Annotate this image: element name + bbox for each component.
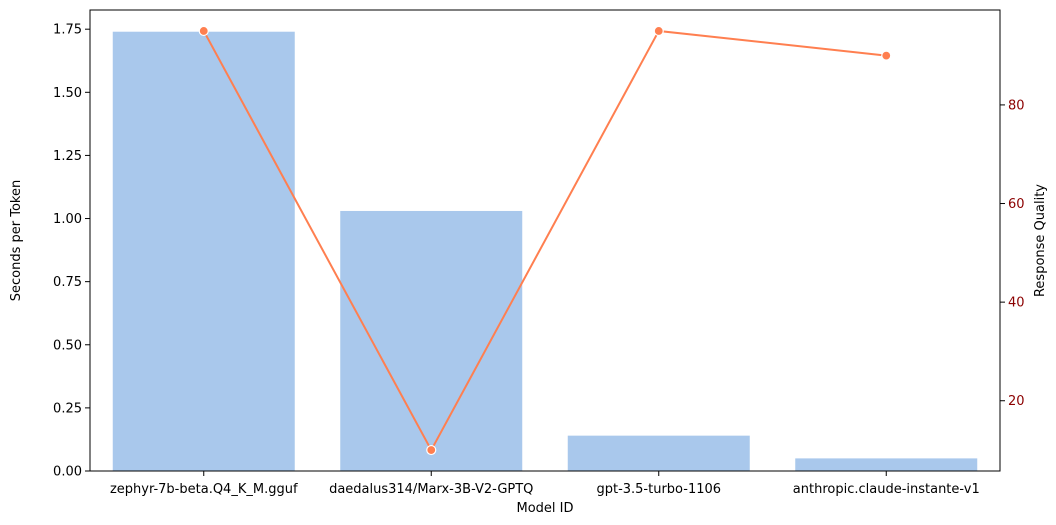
y-tick-label: 1.00 [53, 212, 82, 227]
x-axis: zephyr-7b-beta.Q4_K_M.gguf daedalus314/Ma… [110, 471, 980, 497]
right-axis: 20 40 60 80 [1000, 98, 1025, 409]
line-point [653, 25, 664, 37]
y-axis-label: Seconds per Token [9, 180, 24, 301]
line-path [202, 29, 887, 453]
line-series [198, 25, 892, 456]
y-tick-label: 0.00 [53, 465, 82, 480]
bar [112, 31, 295, 471]
y2-tick-label: 40 [1008, 296, 1025, 311]
x-tick-label: zephyr-7b-beta.Q4_K_M.gguf [110, 482, 298, 497]
y2-tick-label: 60 [1008, 197, 1025, 212]
y-tick-label: 0.50 [53, 338, 82, 353]
y2-axis-label: Response Quality [1033, 184, 1048, 297]
line-point [426, 444, 437, 456]
x-tick-label: anthropic.claude-instante-v1 [793, 482, 980, 497]
x-tick-label: daedalus314/Marx-3B-V2-GPTQ [329, 482, 533, 497]
x-tick-label: gpt-3.5-turbo-1106 [596, 482, 721, 497]
y2-tick-label: 20 [1008, 394, 1025, 409]
y-tick-label: 1.50 [53, 86, 82, 101]
y-tick-label: 1.25 [53, 149, 82, 164]
x-axis-label: Model ID [516, 501, 573, 516]
left-axis: 0.00 0.25 0.50 0.75 1.00 1.25 1.50 1.75 [53, 23, 90, 480]
bar [795, 458, 978, 471]
y-tick-label: 0.25 [53, 401, 82, 416]
bar-group [112, 31, 978, 471]
y-tick-label: 0.75 [53, 275, 82, 290]
y-tick-label: 1.75 [53, 23, 82, 38]
bar [567, 435, 750, 471]
y2-tick-label: 80 [1008, 98, 1025, 113]
line-point [198, 25, 209, 37]
bar [340, 210, 523, 471]
line-point [881, 50, 892, 61]
plot-frame [89, 9, 1001, 472]
